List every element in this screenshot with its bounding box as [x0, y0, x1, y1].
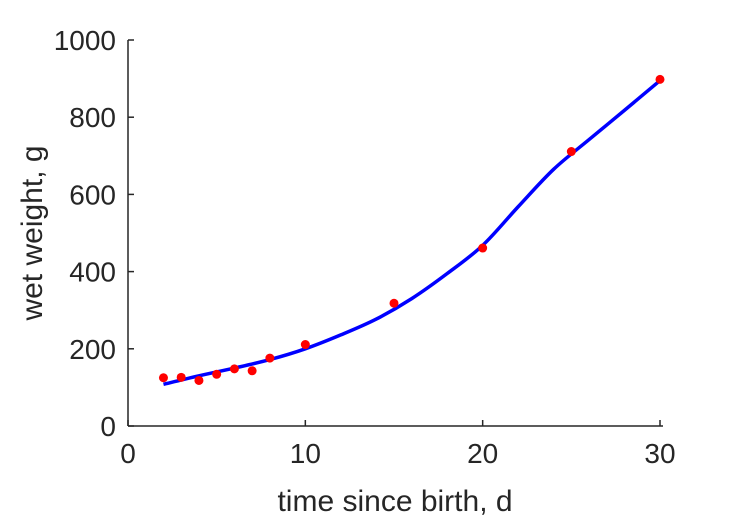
y-axis-label: wet weight, g: [16, 145, 49, 321]
data-point: [158, 373, 168, 383]
x-tick-label: 10: [290, 438, 321, 469]
fit-curve: [163, 79, 662, 387]
plot-area: [158, 74, 665, 387]
y-tick-label: 1000: [54, 25, 116, 56]
data-point: [194, 375, 204, 385]
y-tick-label: 0: [100, 411, 116, 442]
ticks: [127, 39, 661, 427]
data-point: [265, 353, 275, 363]
x-tick-label: 0: [120, 438, 136, 469]
y-tick-label: 600: [69, 179, 116, 210]
y-tick-label: 800: [69, 102, 116, 133]
tick-labels: 0 10 20 30 0 200 400 600 800 1000: [54, 25, 676, 469]
y-tick-label: 400: [69, 257, 116, 288]
y-tick-label: 200: [69, 334, 116, 365]
data-point: [389, 298, 399, 308]
axes: [127, 40, 663, 427]
data-point: [478, 243, 488, 253]
x-tick-label: 20: [467, 438, 498, 469]
data-point: [300, 340, 310, 350]
data-point: [229, 364, 239, 374]
data-point: [212, 369, 222, 379]
data-point: [655, 74, 665, 84]
x-axis-label: time since birth, d: [277, 485, 512, 518]
data-point: [176, 372, 186, 382]
data-point: [247, 366, 257, 376]
data-point: [566, 147, 576, 157]
x-tick-label: 30: [644, 438, 675, 469]
